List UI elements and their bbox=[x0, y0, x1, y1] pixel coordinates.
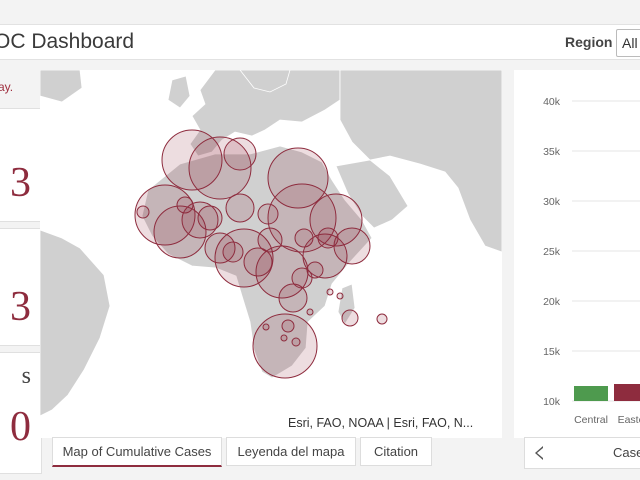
case-bubble[interactable] bbox=[214, 228, 274, 288]
page-title: OC Dashboard bbox=[0, 30, 135, 53]
land-masses bbox=[40, 70, 502, 417]
y-tick-label: 20k bbox=[543, 296, 561, 308]
tab-map-of-cumulative-cases[interactable]: Map of Cumulative Cases bbox=[52, 437, 222, 467]
case-bubbles[interactable] bbox=[134, 129, 388, 379]
x-category-label: Central bbox=[574, 414, 608, 426]
y-tick-label: 15k bbox=[543, 346, 561, 358]
stat-card-1: 3 bbox=[0, 108, 42, 222]
tab-citation[interactable]: Citation bbox=[360, 437, 432, 466]
chart-panel: 10k 15k 20k 25k 30k 35k 40k Central Easte bbox=[514, 70, 640, 438]
chart-bar-central[interactable] bbox=[574, 386, 608, 401]
case-bubble[interactable] bbox=[309, 193, 363, 247]
header-bar: OC Dashboard Region All bbox=[0, 24, 640, 60]
case-bubble[interactable] bbox=[291, 267, 313, 289]
case-bubble[interactable] bbox=[257, 227, 283, 253]
case-bubble[interactable] bbox=[204, 232, 236, 264]
stat-card-value: 3 bbox=[10, 284, 31, 330]
map-panel[interactable]: Esri, FAO, NOAA | Esri, FAO, N... bbox=[40, 70, 502, 438]
case-bubble[interactable] bbox=[136, 205, 150, 219]
case-bubble[interactable] bbox=[376, 313, 388, 325]
landmass-uk bbox=[167, 75, 191, 109]
stat-card-label: s bbox=[21, 363, 31, 389]
case-bubble[interactable] bbox=[280, 334, 288, 342]
y-tick-label: 10k bbox=[543, 396, 561, 408]
landmass-greenland bbox=[40, 70, 83, 103]
case-bubble[interactable] bbox=[197, 205, 223, 231]
case-bubble[interactable] bbox=[267, 147, 329, 209]
region-label: Region bbox=[565, 34, 613, 50]
case-bubble[interactable] bbox=[222, 241, 244, 263]
case-bubble[interactable] bbox=[262, 323, 270, 331]
info-note: ay. bbox=[0, 80, 14, 94]
case-bubble[interactable] bbox=[161, 129, 223, 191]
case-bubble[interactable] bbox=[306, 261, 324, 279]
case-bubble[interactable] bbox=[336, 292, 344, 300]
stat-card-value: 3 bbox=[10, 160, 31, 206]
chart-bar-easte[interactable] bbox=[614, 384, 640, 401]
map-attribution: Esri, FAO, NOAA | Esri, FAO, N... bbox=[288, 416, 474, 430]
case-bubble[interactable] bbox=[291, 337, 301, 347]
landmass-asia bbox=[339, 70, 502, 253]
y-tick-label: 35k bbox=[543, 146, 561, 158]
case-bubble[interactable] bbox=[188, 136, 252, 200]
case-bubble[interactable] bbox=[134, 184, 196, 246]
stat-card-value: 0 bbox=[10, 404, 31, 450]
x-category-label: Easte bbox=[618, 414, 640, 426]
landmass-europe bbox=[189, 70, 341, 157]
case-bubble[interactable] bbox=[153, 205, 207, 259]
landmass-scandinavia bbox=[239, 70, 291, 93]
y-tick-label: 40k bbox=[543, 96, 561, 108]
case-bubble[interactable] bbox=[176, 196, 194, 214]
stat-card-3: s 0 bbox=[0, 352, 42, 474]
previous-icon[interactable] bbox=[535, 446, 543, 460]
y-tick-label: 30k bbox=[543, 196, 561, 208]
chart-pager-label: Case bbox=[613, 445, 640, 460]
case-bubble[interactable] bbox=[306, 308, 314, 316]
case-bubble[interactable] bbox=[341, 309, 359, 327]
cases-bar-chart: 10k 15k 20k 25k 30k 35k 40k Central Easte bbox=[543, 96, 640, 426]
case-bubble[interactable] bbox=[302, 233, 348, 279]
landmass-africa bbox=[141, 145, 373, 379]
stat-card-2: 3 bbox=[0, 228, 42, 346]
chart-pager: Case bbox=[524, 437, 640, 469]
landmass-americas bbox=[40, 229, 111, 417]
case-bubble[interactable] bbox=[252, 313, 318, 379]
case-bubble[interactable] bbox=[281, 319, 295, 333]
tab-leyenda-del-mapa[interactable]: Leyenda del mapa bbox=[226, 437, 356, 466]
map-svg[interactable] bbox=[40, 70, 502, 438]
case-bubble[interactable] bbox=[223, 137, 257, 171]
landmass-arabia bbox=[335, 159, 409, 229]
case-bubble[interactable] bbox=[326, 288, 334, 296]
y-tick-label: 25k bbox=[543, 246, 561, 258]
case-bubble[interactable] bbox=[278, 283, 308, 313]
case-bubble[interactable] bbox=[225, 193, 255, 223]
region-select[interactable]: All bbox=[616, 29, 640, 57]
